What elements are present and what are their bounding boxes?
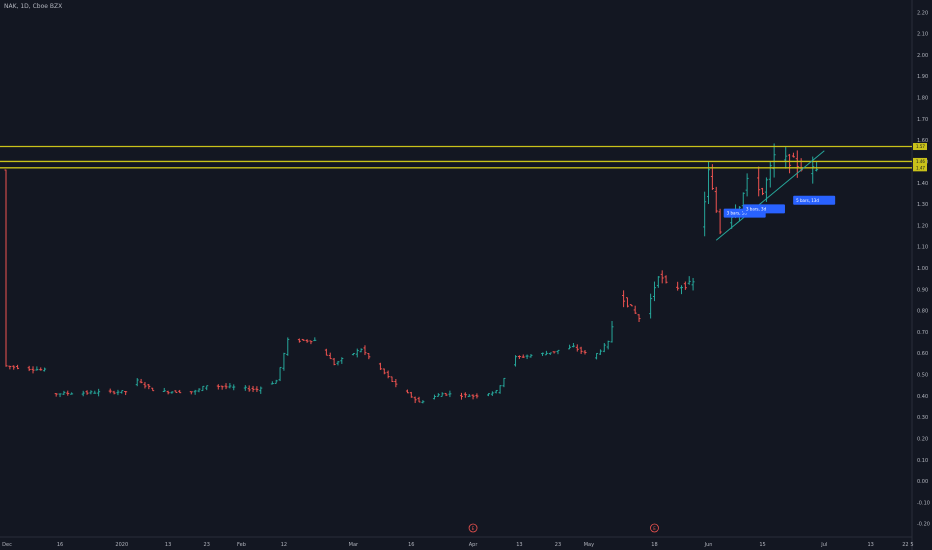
y-tick-label: 0.20 xyxy=(917,436,928,442)
y-tick-label: -0.10 xyxy=(917,500,930,506)
y-tick-label: 0.80 xyxy=(917,309,928,315)
y-tick-label: 0.10 xyxy=(917,458,928,464)
x-tick-label: 23 xyxy=(204,542,210,548)
y-tick-label: 2.10 xyxy=(917,32,928,38)
x-tick-label: Dec xyxy=(2,542,12,548)
projection-label-text: 5 bars, 13d xyxy=(796,198,819,203)
y-tick-label: 1.00 xyxy=(917,266,928,272)
earnings-marker xyxy=(468,523,478,533)
price-tag-label: 1.47 xyxy=(916,165,925,170)
price-tag-label: 1.57 xyxy=(916,144,925,149)
y-tick-label: 1.10 xyxy=(917,245,928,251)
x-tick-label: Apr xyxy=(469,542,479,548)
y-tick-label: 1.40 xyxy=(917,181,928,187)
price-tag xyxy=(913,164,927,172)
y-tick-label: 1.60 xyxy=(917,138,928,144)
y-tick-label: 0.90 xyxy=(917,287,928,293)
y-tick-label: 1.90 xyxy=(917,74,928,80)
x-tick-label: 16 xyxy=(57,542,63,548)
y-tick-label: 0.50 xyxy=(917,373,928,379)
x-tick-label: 15 xyxy=(759,542,765,548)
x-tick-label: 12 xyxy=(281,542,287,548)
x-tick-label: Jul xyxy=(820,542,827,548)
y-tick-label: 1.70 xyxy=(917,117,928,123)
y-tick-label: 2.20 xyxy=(917,10,928,16)
trend-line xyxy=(715,150,825,241)
y-tick-label: 0.40 xyxy=(917,394,928,400)
y-tick-label: -0.20 xyxy=(917,522,930,528)
price-tag xyxy=(913,157,927,165)
projection-label-text: 3 bars, 3d xyxy=(727,211,748,216)
y-tick-label: 0.60 xyxy=(917,351,928,357)
x-tick-label: Feb xyxy=(237,542,246,548)
x-tick-label: 13 xyxy=(165,542,171,548)
x-tick-label: Mar xyxy=(349,542,359,548)
x-tick-label: May xyxy=(584,542,594,548)
y-tick-label: 2.00 xyxy=(917,53,928,59)
price-tag xyxy=(913,143,927,151)
price-tag-label: 1.46 xyxy=(916,159,925,164)
projection-label xyxy=(742,204,785,214)
earnings-marker-label: E xyxy=(472,526,475,531)
earnings-marker xyxy=(650,523,659,533)
y-tick-label: 0.30 xyxy=(917,415,928,421)
earnings-marker-label: E xyxy=(653,526,656,531)
chart-title: NAK, 1D, Cboe BZX xyxy=(4,3,63,10)
x-tick-label: 23 xyxy=(555,542,561,548)
x-tick-label: 5 xyxy=(910,542,913,548)
x-tick-label: 13 xyxy=(516,542,522,548)
x-tick-label: Jun xyxy=(704,542,713,548)
y-tick-label: 1.20 xyxy=(917,223,928,229)
projection-label xyxy=(793,195,836,205)
x-tick-label: 13 xyxy=(867,542,873,548)
x-tick-label: 22 xyxy=(902,542,908,548)
y-tick-label: 0.00 xyxy=(917,479,928,485)
y-tick-label: 1.80 xyxy=(917,96,928,102)
x-tick-label: 2020 xyxy=(115,542,128,548)
x-tick-label: 16 xyxy=(408,542,414,548)
projection-label-text: 3 bars, 3d xyxy=(746,206,767,211)
y-tick-label: 0.70 xyxy=(917,330,928,336)
y-tick-label: 1.30 xyxy=(917,202,928,208)
x-tick-label: 18 xyxy=(651,542,657,548)
